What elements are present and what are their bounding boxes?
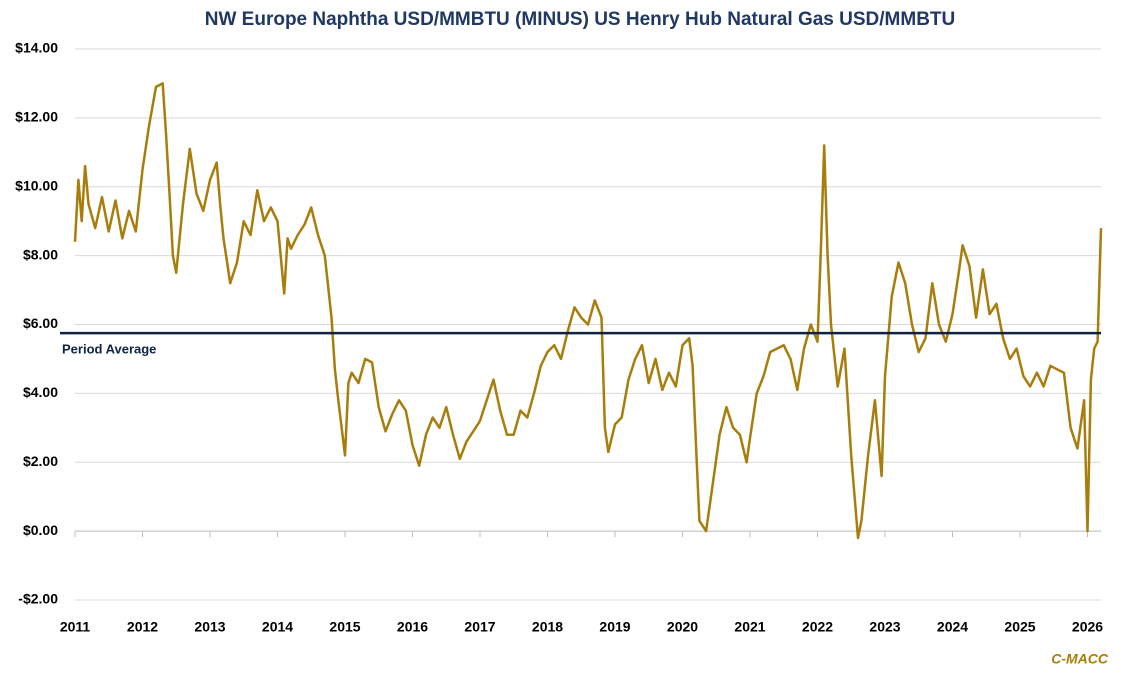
x-tick-label: 2017 (464, 619, 495, 635)
x-tick-label: 2015 (329, 619, 360, 635)
y-tick-label: $6.00 (23, 315, 58, 331)
y-tick-label: $10.00 (15, 177, 58, 193)
x-tick-label: 2018 (532, 619, 563, 635)
y-tick-label: $8.00 (23, 246, 58, 262)
x-tick-label: 2023 (869, 619, 900, 635)
x-tick-label: 2026 (1072, 619, 1103, 635)
x-tick-label: 2011 (60, 619, 91, 635)
x-tick-label: 2014 (262, 619, 293, 635)
source: C-MACC (1051, 651, 1109, 667)
x-tick-label: 2012 (127, 619, 158, 635)
y-tick-label: $0.00 (23, 522, 58, 538)
x-tick-label: 2013 (194, 619, 225, 635)
y-tick-label: $14.00 (15, 40, 58, 56)
x-tick-label: 2020 (667, 619, 698, 635)
x-tick-label: 2022 (802, 619, 833, 635)
x-tick-label: 2021 (734, 619, 765, 635)
x-tick-label: 2019 (599, 619, 630, 635)
x-tick-label: 2024 (937, 619, 968, 635)
average-label: Period Average (62, 342, 156, 357)
y-tick-label: -$2.00 (18, 591, 58, 607)
x-tick-label: 2025 (1004, 619, 1035, 635)
x-tick-label: 2016 (397, 619, 428, 635)
data-line (73, 82, 1103, 540)
y-tick-label: $12.00 (15, 109, 58, 125)
y-tick-label: $4.00 (23, 384, 58, 400)
chart-title: NW Europe Naphtha USD/MMBTU (MINUS) US H… (205, 9, 956, 30)
y-tick-label: $2.00 (23, 453, 58, 469)
